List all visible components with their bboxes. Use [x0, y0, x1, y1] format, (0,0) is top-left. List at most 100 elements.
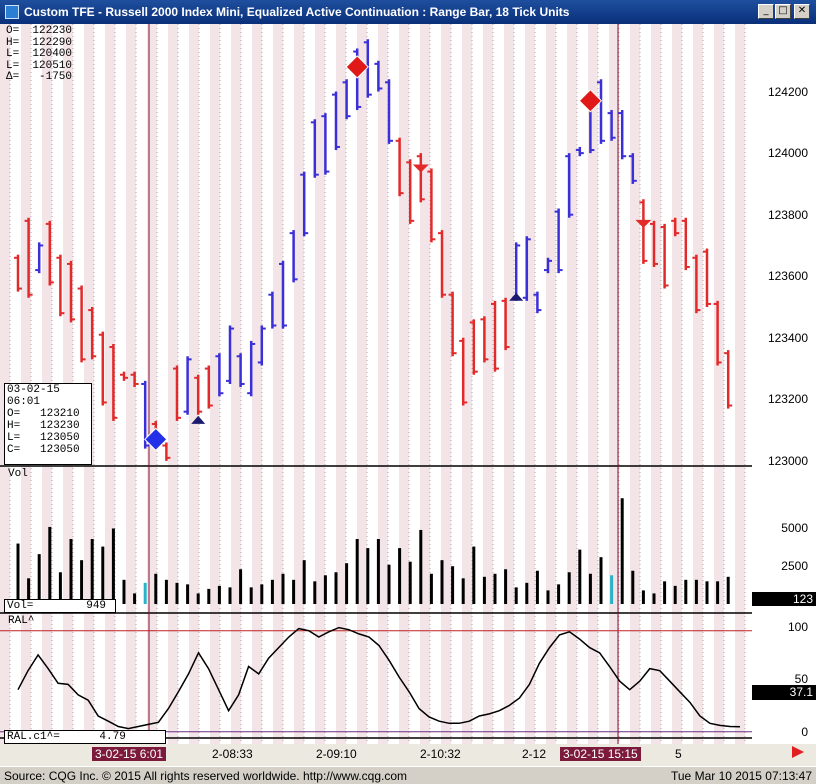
time-axis[interactable]: 3-02-15 6:01 2-08:33 2-09:10 2-10:32 2-1… — [0, 744, 816, 766]
session-stripe — [210, 24, 220, 744]
volume-bar — [217, 585, 221, 604]
sell-diamond-marker — [345, 55, 369, 79]
session-stripe — [462, 24, 472, 744]
session-stripe — [441, 24, 451, 744]
volume-bar — [355, 539, 359, 604]
volume-bar — [80, 560, 84, 604]
session-stripe — [735, 24, 745, 744]
session-stripe — [525, 24, 535, 744]
session-stripe — [336, 24, 346, 744]
ral-readout: RAL.c1^= 4.79 — [4, 730, 166, 744]
volume-bar — [398, 548, 402, 604]
session-stripe — [231, 24, 241, 744]
time-label-highlight-cursor: 3-02-15 15:15 — [560, 747, 641, 761]
maximize-button[interactable]: □ — [775, 4, 791, 19]
volume-bar — [175, 582, 179, 604]
sell-diamond-marker — [578, 89, 603, 113]
down-triangle-marker — [412, 164, 429, 173]
price-tick-label: 123000 — [767, 453, 808, 468]
volume-bar — [122, 579, 126, 604]
volume-bar — [610, 575, 614, 604]
volume-bar — [143, 582, 147, 604]
price-tick-label: 123600 — [767, 269, 808, 284]
volume-bar — [631, 570, 635, 604]
status-source: Source: CQG Inc. © 2015 All rights reser… — [4, 769, 408, 783]
status-datetime: Tue Mar 10 2015 07:13:47 — [671, 769, 812, 783]
session-stripe — [315, 24, 325, 744]
volume-bar — [387, 564, 391, 604]
session-stripe — [126, 24, 136, 744]
chart-canvas[interactable] — [0, 24, 752, 744]
session-stripe — [567, 24, 577, 744]
time-label-highlight-start: 3-02-15 6:01 — [92, 747, 167, 761]
price-tick-label: 124200 — [767, 84, 808, 99]
minimize-button[interactable]: _ — [758, 4, 774, 19]
window-titlebar[interactable]: Custom TFE - Russell 2000 Index Mini, Eq… — [0, 0, 816, 24]
volume-bar — [726, 576, 730, 604]
ral-panel-label: RAL^ — [8, 615, 35, 627]
session-stripe — [189, 24, 199, 744]
volume-tick-label: 2500 — [781, 559, 808, 574]
volume-bar — [652, 593, 656, 604]
session-stripe — [105, 24, 115, 744]
ral-tick-label: 0 — [801, 724, 808, 739]
volume-bar — [546, 590, 550, 604]
session-stripe — [357, 24, 367, 744]
volume-bar — [716, 581, 720, 604]
session-stripe — [252, 24, 262, 744]
volume-bar — [69, 539, 73, 604]
volume-bar — [101, 546, 105, 604]
volume-bar — [408, 561, 412, 604]
volume-bar — [196, 593, 200, 604]
volume-bar — [694, 579, 698, 604]
ohlc-summary: O= 122230 H= 122290 L= 120400 L= 120510 … — [6, 25, 73, 84]
volume-bar — [376, 539, 380, 604]
buy-diamond-marker — [144, 427, 168, 452]
volume-bar — [292, 579, 296, 604]
volume-bar — [302, 560, 306, 604]
ral-line — [17, 626, 741, 730]
volume-bar — [684, 579, 688, 604]
chart-plot-area[interactable] — [0, 24, 752, 744]
price-axis[interactable]: 123000 123200 123400 123600 123800 124000 1242… — [752, 24, 816, 744]
session-stripe — [147, 24, 157, 744]
volume-bar — [323, 575, 327, 604]
volume-bar — [345, 563, 349, 604]
volume-bar — [133, 593, 137, 604]
cursor-data-box: 03-02-15 06:01 O= 123210 H= 123230 L= 12… — [4, 383, 92, 465]
session-stripe — [714, 24, 724, 744]
volume-bar — [260, 584, 264, 604]
session-stripe — [483, 24, 493, 744]
volume-bar — [239, 569, 243, 604]
volume-bar — [111, 528, 115, 604]
session-stripe — [420, 24, 430, 744]
session-stripe — [630, 24, 640, 744]
volume-bar — [620, 498, 624, 604]
price-tick-label: 124000 — [767, 146, 808, 161]
volume-bar — [557, 584, 561, 604]
volume-bar — [440, 560, 444, 604]
volume-bar — [164, 579, 168, 604]
session-stripe — [693, 24, 703, 744]
volume-bar — [37, 554, 41, 604]
volume-bar — [90, 539, 94, 604]
volume-bar — [16, 543, 20, 604]
scroll-right-arrow-icon[interactable] — [792, 746, 804, 758]
session-stripe — [651, 24, 661, 744]
volume-bar — [228, 587, 232, 604]
volume-bar — [472, 546, 476, 604]
price-tick-label: 123200 — [767, 392, 808, 407]
price-tick-label: 123800 — [767, 207, 808, 222]
volume-bar — [493, 573, 497, 604]
volume-bar — [154, 573, 158, 604]
close-button[interactable]: ✕ — [794, 4, 810, 19]
app-icon — [5, 5, 19, 19]
volume-bar — [451, 566, 455, 604]
time-label: 2-08:33 — [212, 747, 253, 761]
up-triangle-marker — [509, 292, 524, 301]
window-title: Custom TFE - Russell 2000 Index Mini, Eq… — [24, 5, 570, 19]
volume-bar — [525, 582, 529, 604]
volume-bar — [249, 587, 253, 604]
volume-bar — [482, 576, 486, 604]
volume-bar — [599, 557, 603, 604]
